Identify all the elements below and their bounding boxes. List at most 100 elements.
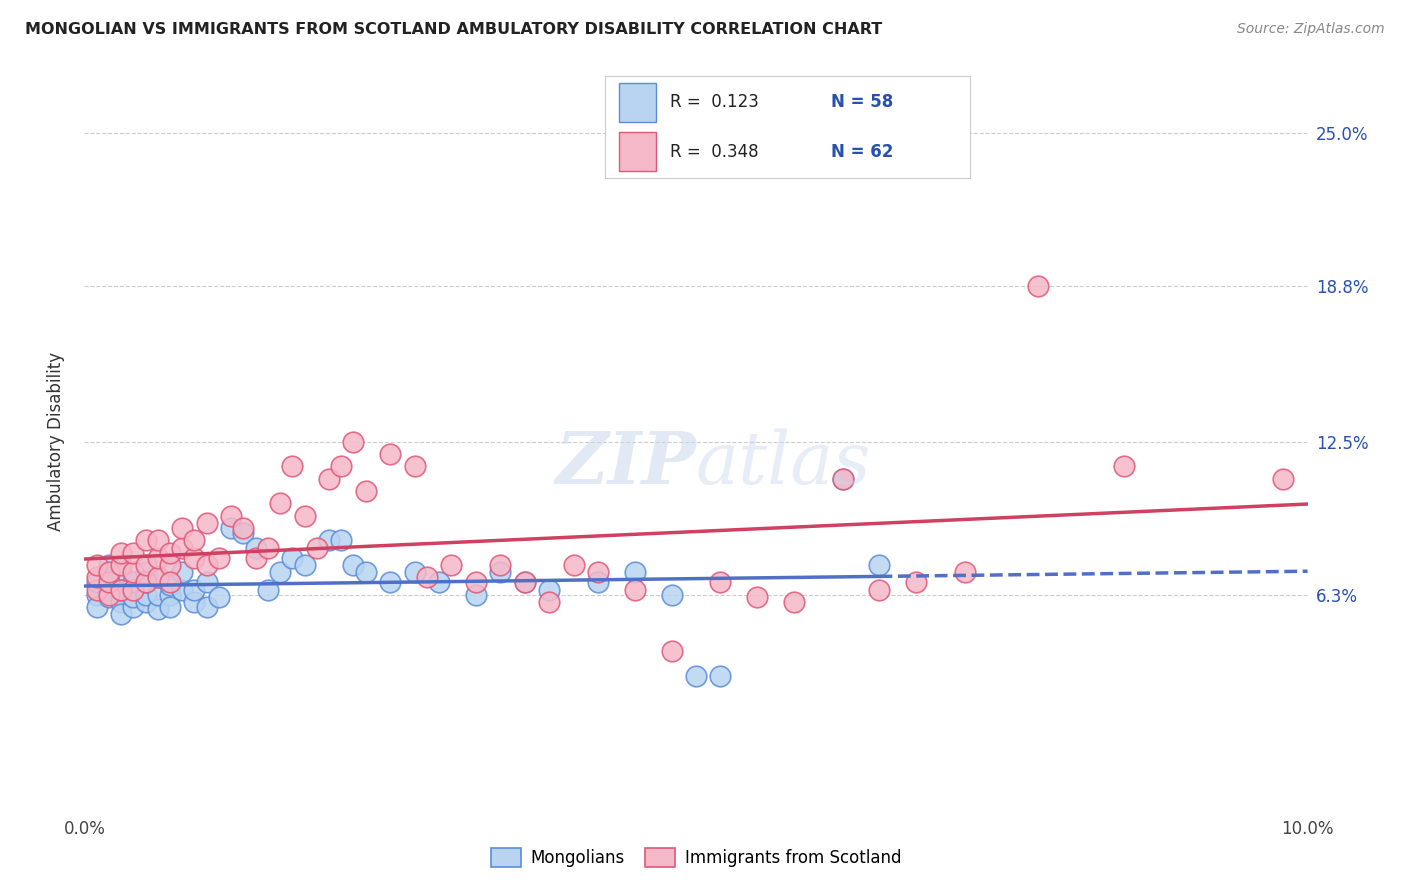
- Point: [183, 550, 205, 565]
- Point: [97, 588, 120, 602]
- Point: [869, 558, 891, 572]
- Point: [1272, 472, 1295, 486]
- Point: [586, 575, 609, 590]
- Point: [183, 582, 205, 597]
- Point: [232, 525, 254, 540]
- Point: [783, 595, 806, 609]
- Point: [305, 541, 328, 555]
- Point: [122, 546, 145, 560]
- Point: [354, 483, 377, 498]
- Point: [489, 558, 512, 572]
- Point: [1114, 459, 1136, 474]
- Point: [464, 588, 486, 602]
- Point: [404, 566, 426, 580]
- Point: [269, 496, 291, 510]
- Point: [86, 558, 108, 572]
- Point: [146, 533, 169, 548]
- Point: [195, 575, 218, 590]
- Point: [831, 472, 853, 486]
- Point: [489, 566, 512, 580]
- Point: [513, 575, 536, 590]
- Bar: [619, 132, 655, 171]
- Point: [135, 558, 157, 572]
- Point: [110, 582, 132, 597]
- Point: [245, 550, 267, 565]
- Point: [172, 566, 194, 580]
- Point: [624, 566, 647, 580]
- Point: [146, 570, 169, 584]
- Point: [342, 434, 364, 449]
- Point: [97, 558, 120, 572]
- Point: [624, 582, 647, 597]
- Point: [380, 575, 402, 590]
- Point: [538, 595, 561, 609]
- Point: [172, 582, 194, 597]
- Point: [122, 590, 145, 604]
- Point: [122, 582, 145, 597]
- Point: [318, 533, 340, 548]
- Y-axis label: Ambulatory Disability: Ambulatory Disability: [46, 352, 65, 531]
- Point: [562, 558, 585, 572]
- Point: [354, 566, 377, 580]
- Point: [110, 595, 132, 609]
- Point: [86, 582, 108, 597]
- Point: [685, 669, 707, 683]
- Point: [831, 472, 853, 486]
- Point: [294, 508, 316, 523]
- Point: [86, 575, 108, 590]
- Point: [219, 521, 242, 535]
- Point: [318, 472, 340, 486]
- Point: [159, 577, 181, 591]
- Point: [86, 588, 108, 602]
- Point: [97, 582, 120, 597]
- Point: [380, 447, 402, 461]
- Point: [172, 521, 194, 535]
- Point: [195, 599, 218, 614]
- Point: [86, 570, 108, 584]
- Point: [661, 644, 683, 658]
- Point: [208, 550, 231, 565]
- Text: Source: ZipAtlas.com: Source: ZipAtlas.com: [1237, 22, 1385, 37]
- Point: [404, 459, 426, 474]
- Point: [110, 546, 132, 560]
- Point: [135, 533, 157, 548]
- Text: N = 62: N = 62: [831, 143, 894, 161]
- Point: [122, 582, 145, 597]
- Point: [342, 558, 364, 572]
- Text: N = 58: N = 58: [831, 94, 893, 112]
- Point: [661, 588, 683, 602]
- Point: [709, 669, 731, 683]
- Text: R =  0.123: R = 0.123: [671, 94, 759, 112]
- Point: [538, 582, 561, 597]
- Point: [440, 558, 463, 572]
- Point: [122, 575, 145, 590]
- Point: [257, 582, 280, 597]
- Point: [709, 575, 731, 590]
- Point: [97, 590, 120, 604]
- Point: [97, 566, 120, 580]
- Point: [427, 575, 450, 590]
- Bar: [619, 83, 655, 122]
- Point: [869, 582, 891, 597]
- Point: [135, 595, 157, 609]
- Point: [159, 588, 181, 602]
- Point: [110, 582, 132, 597]
- Point: [97, 575, 120, 590]
- Point: [146, 550, 169, 565]
- Text: ZIP: ZIP: [555, 428, 696, 500]
- Point: [97, 570, 120, 584]
- Point: [183, 533, 205, 548]
- Point: [269, 566, 291, 580]
- Point: [146, 588, 169, 602]
- Point: [219, 508, 242, 523]
- Point: [1028, 279, 1050, 293]
- Point: [330, 533, 353, 548]
- Point: [586, 566, 609, 580]
- Point: [281, 459, 304, 474]
- Point: [208, 590, 231, 604]
- Point: [122, 566, 145, 580]
- Point: [281, 550, 304, 565]
- Point: [135, 575, 157, 590]
- Point: [159, 575, 181, 590]
- Point: [135, 566, 157, 580]
